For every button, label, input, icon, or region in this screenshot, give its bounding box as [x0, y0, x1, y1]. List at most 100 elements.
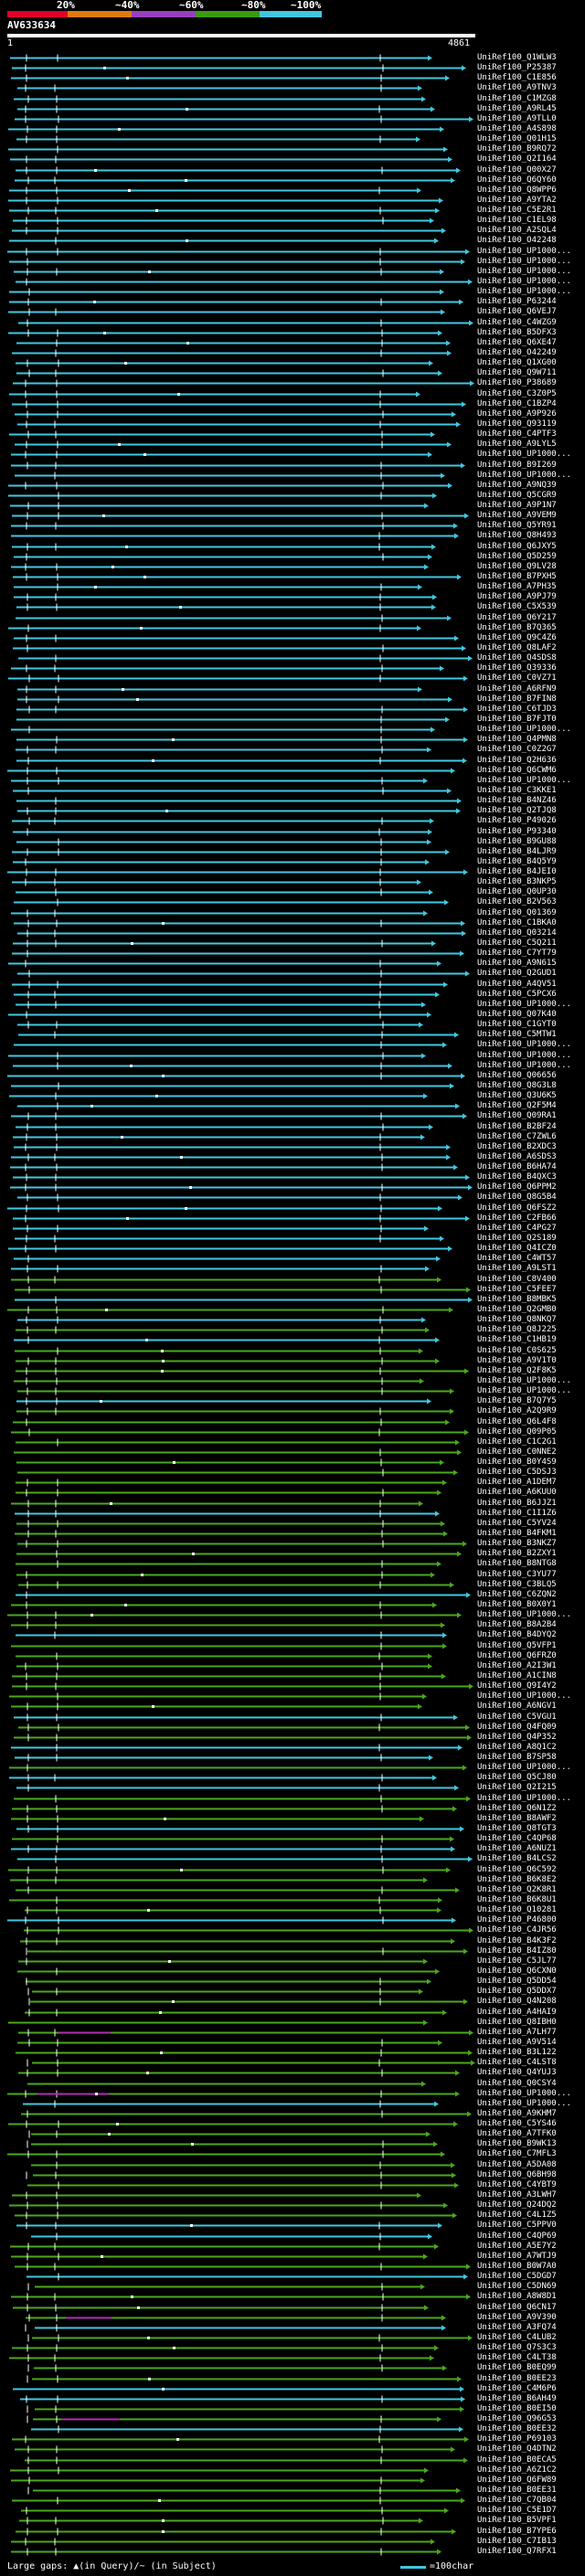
hit-label[interactable]: UniRef100_A9V1T0: [477, 1356, 557, 1365]
hit-label[interactable]: UniRef100_A5DA08: [477, 2160, 557, 2169]
hit-label[interactable]: UniRef100_C8V400: [477, 1275, 557, 1284]
hit-label[interactable]: UniRef100_C4PG27: [477, 1224, 557, 1233]
hit-label[interactable]: UniRef100_B6HA74: [477, 1162, 557, 1171]
hit-label[interactable]: UniRef100_C0Z2G7: [477, 745, 557, 754]
hit-label[interactable]: UniRef100_A6NGV1: [477, 1701, 557, 1711]
hit-label[interactable]: UniRef100_B7PXH5: [477, 572, 557, 581]
hit-label[interactable]: UniRef100_Q93119: [477, 419, 557, 429]
hit-label[interactable]: UniRef100_C5VGU1: [477, 1712, 557, 1722]
hit-label[interactable]: UniRef100_C1BKA0: [477, 918, 557, 928]
hit-label[interactable]: UniRef100_C5FEE7: [477, 1285, 557, 1294]
hit-label[interactable]: UniRef100_C5YV24: [477, 1519, 557, 1528]
hit-label[interactable]: UniRef100_UP1000...: [477, 2089, 571, 2098]
hit-label[interactable]: UniRef100_Q5CGR9: [477, 491, 557, 500]
hit-label[interactable]: UniRef100_A9VEM9: [477, 511, 557, 520]
hit-label[interactable]: UniRef100_B0EE31: [477, 2486, 557, 2495]
hit-label[interactable]: UniRef100_UP1000...: [477, 1040, 571, 1049]
hit-label[interactable]: UniRef100_A1CIN8: [477, 1671, 557, 1680]
hit-label[interactable]: UniRef100_C5X539: [477, 602, 557, 611]
hit-label[interactable]: UniRef100_Q5DDX7: [477, 1987, 557, 1996]
hit-label[interactable]: UniRef100_A9V390: [477, 2313, 557, 2322]
hit-label[interactable]: UniRef100_B8AWF2: [477, 1814, 557, 1823]
hit-label[interactable]: UniRef100_A9YTA2: [477, 196, 557, 205]
hit-label[interactable]: UniRef100_B4QXC3: [477, 1172, 557, 1182]
hit-label[interactable]: UniRef100_UP1000...: [477, 1794, 571, 1803]
hit-label[interactable]: UniRef100_A2I3W1: [477, 1661, 557, 1670]
hit-label[interactable]: UniRef100_C5PCX6: [477, 990, 557, 999]
hit-label[interactable]: UniRef100_C5E1D7: [477, 2506, 557, 2515]
hit-label[interactable]: UniRef100_C1GYT0: [477, 1020, 557, 1029]
hit-label[interactable]: UniRef100_UP1000...: [477, 776, 571, 785]
hit-label[interactable]: UniRef100_A6KUU0: [477, 1488, 557, 1497]
hit-label[interactable]: UniRef100_Q39336: [477, 663, 557, 673]
hit-label[interactable]: UniRef100_C1MZG8: [477, 94, 557, 103]
hit-label[interactable]: UniRef100_C5JL77: [477, 1956, 557, 1966]
hit-label[interactable]: UniRef100_C7IB13: [477, 2537, 557, 2546]
hit-label[interactable]: UniRef100_Q6CXN0: [477, 1966, 557, 1976]
hit-label[interactable]: UniRef100_C1E856: [477, 73, 557, 82]
hit-label[interactable]: UniRef100_B3NKZ7: [477, 1539, 557, 1548]
hit-label[interactable]: UniRef100_B2ZXY1: [477, 1549, 557, 1558]
hit-label[interactable]: UniRef100_A8W8D1: [477, 2292, 557, 2301]
hit-label[interactable]: UniRef100_Q7RFX1: [477, 2547, 557, 2556]
hit-label[interactable]: UniRef100_C1HB19: [477, 1335, 557, 1344]
hit-label[interactable]: UniRef100_B9WK13: [477, 2139, 557, 2148]
hit-label[interactable]: UniRef100_B7Q365: [477, 623, 557, 632]
hit-label[interactable]: UniRef100_Q8G3L8: [477, 1081, 557, 1090]
hit-label[interactable]: UniRef100_C4YBT9: [477, 2180, 557, 2189]
hit-label[interactable]: UniRef100_P49026: [477, 816, 557, 825]
hit-label[interactable]: UniRef100_B0EE23: [477, 2374, 557, 2383]
hit-label[interactable]: UniRef100_Q10281: [477, 1905, 557, 1914]
hit-label[interactable]: UniRef100_B2V563: [477, 897, 557, 906]
hit-label[interactable]: UniRef100_UP1000...: [477, 471, 571, 480]
hit-label[interactable]: UniRef100_Q4P352: [477, 1733, 557, 1742]
hit-label[interactable]: UniRef100_A7WTJ9: [477, 2252, 557, 2261]
hit-label[interactable]: UniRef100_UP1000...: [477, 1000, 571, 1009]
hit-label[interactable]: UniRef100_Q8IBH0: [477, 2018, 557, 2027]
hit-label[interactable]: UniRef100_B4FKM1: [477, 1529, 557, 1538]
hit-label[interactable]: UniRef100_Q2S189: [477, 1234, 557, 1243]
hit-label[interactable]: UniRef100_B3L122: [477, 2048, 557, 2057]
hit-label[interactable]: UniRef100_O42248: [477, 236, 557, 245]
hit-label[interactable]: UniRef100_C7ZWL6: [477, 1132, 557, 1141]
hit-label[interactable]: UniRef100_Q7S3C3: [477, 2343, 557, 2352]
hit-label[interactable]: UniRef100_A9PJ79: [477, 592, 557, 601]
hit-label[interactable]: UniRef100_UP1000...: [477, 450, 571, 459]
hit-label[interactable]: UniRef100_B3NKP5: [477, 877, 557, 886]
hit-label[interactable]: UniRef100_C4M6P6: [477, 2384, 557, 2393]
hit-label[interactable]: UniRef100_A3LWH7: [477, 2190, 557, 2200]
hit-label[interactable]: UniRef100_Q2F5M4: [477, 1101, 557, 1110]
hit-label[interactable]: UniRef100_C4WT57: [477, 1254, 557, 1263]
hit-label[interactable]: UniRef100_A9LYL5: [477, 440, 557, 449]
hit-label[interactable]: UniRef100_A9KHM7: [477, 2109, 557, 2118]
hit-label[interactable]: UniRef100_B0EE32: [477, 2424, 557, 2433]
hit-label[interactable]: UniRef100_UP1000...: [477, 1061, 571, 1070]
hit-label[interactable]: UniRef100_B4K3F2: [477, 1936, 557, 1945]
hit-label[interactable]: UniRef100_UP1000...: [477, 1376, 571, 1385]
hit-label[interactable]: UniRef100_A2SQL4: [477, 226, 557, 235]
hit-label[interactable]: UniRef100_Q5D259: [477, 552, 557, 561]
hit-label[interactable]: UniRef100_Q6PPM2: [477, 1182, 557, 1192]
hit-label[interactable]: UniRef100_B6K8E2: [477, 1875, 557, 1884]
hit-label[interactable]: UniRef100_Q5VFP1: [477, 1641, 557, 1650]
hit-label[interactable]: UniRef100_A9N615: [477, 959, 557, 968]
hit-label[interactable]: UniRef100_B5DFX3: [477, 328, 557, 337]
hit-label[interactable]: UniRef100_C4PTF3: [477, 429, 557, 439]
hit-label[interactable]: UniRef100_UP1000...: [477, 1691, 571, 1701]
hit-label[interactable]: UniRef100_A6Z1C2: [477, 2465, 557, 2475]
hit-label[interactable]: UniRef100_P93340: [477, 827, 557, 836]
hit-label[interactable]: UniRef100_B6JJZ1: [477, 1499, 557, 1508]
hit-label[interactable]: UniRef100_C5E2R1: [477, 206, 557, 215]
hit-label[interactable]: UniRef100_A9P1N7: [477, 501, 557, 510]
hit-label[interactable]: UniRef100_A4QV51: [477, 980, 557, 989]
hit-label[interactable]: UniRef100_Q2F8K5: [477, 1366, 557, 1375]
hit-label[interactable]: UniRef100_C7QB04: [477, 2496, 557, 2505]
hit-label[interactable]: UniRef100_A6SDS3: [477, 1152, 557, 1161]
hit-label[interactable]: UniRef100_C4L1Z5: [477, 2210, 557, 2220]
hit-label[interactable]: UniRef100_B7YPE6: [477, 2527, 557, 2536]
hit-label[interactable]: UniRef100_Q6JXY5: [477, 542, 557, 551]
hit-label[interactable]: UniRef100_B9GU88: [477, 837, 557, 846]
hit-label[interactable]: UniRef100_B4NZ46: [477, 796, 557, 805]
hit-label[interactable]: UniRef100_UP1000...: [477, 257, 571, 266]
hit-label[interactable]: UniRef100_A9TNV3: [477, 83, 557, 92]
